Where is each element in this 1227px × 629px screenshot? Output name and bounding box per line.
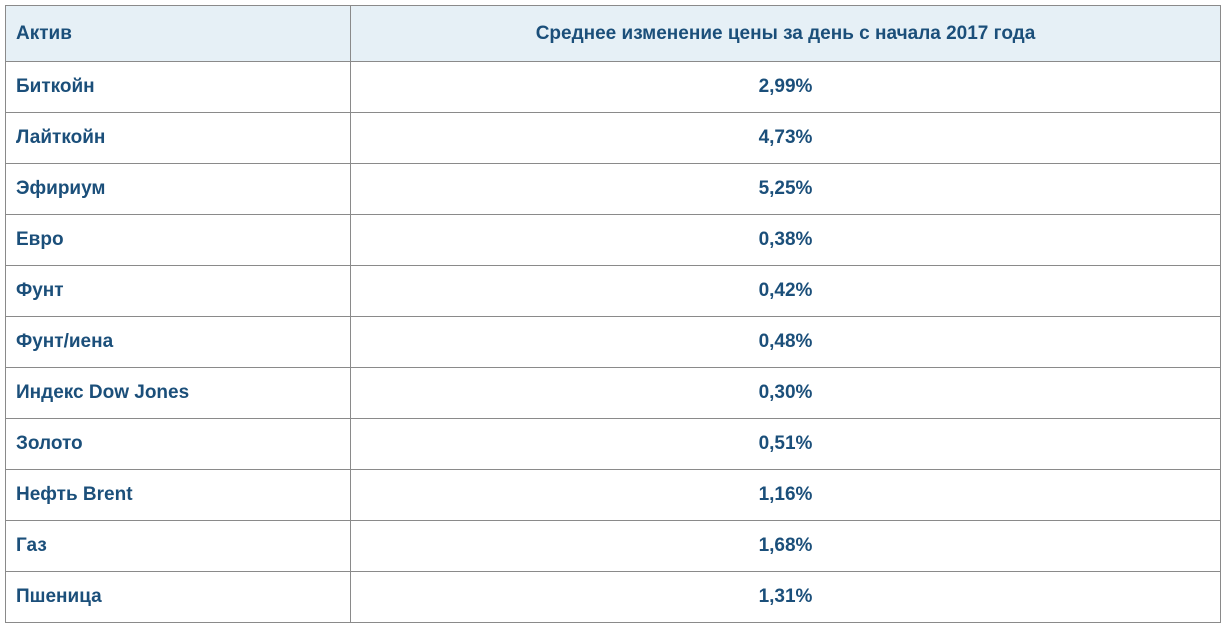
table-row: Биткойн 2,99% xyxy=(5,61,1221,113)
table-row: Нефть Brent 1,16% xyxy=(5,469,1221,521)
value-cell: 1,68% xyxy=(350,520,1221,572)
table-row: Фунт 0,42% xyxy=(5,265,1221,317)
asset-cell: Фунт/иена xyxy=(5,316,351,368)
data-table: Актив Среднее изменение цены за день с на… xyxy=(5,5,1221,623)
value-cell: 0,30% xyxy=(350,367,1221,419)
value-cell: 5,25% xyxy=(350,163,1221,215)
table-row: Евро 0,38% xyxy=(5,214,1221,266)
value-cell: 1,16% xyxy=(350,469,1221,521)
asset-cell: Фунт xyxy=(5,265,351,317)
table-row: Лайткойн 4,73% xyxy=(5,112,1221,164)
asset-cell: Индекс Dow Jones xyxy=(5,367,351,419)
asset-cell: Эфириум xyxy=(5,163,351,215)
asset-cell: Нефть Brent xyxy=(5,469,351,521)
value-cell: 1,31% xyxy=(350,571,1221,623)
asset-cell: Пшеница xyxy=(5,571,351,623)
asset-cell: Евро xyxy=(5,214,351,266)
header-cell: Среднее изменение цены за день с начала … xyxy=(350,5,1221,62)
asset-cell: Газ xyxy=(5,520,351,572)
asset-cell: Биткойн xyxy=(5,61,351,113)
value-cell: 0,42% xyxy=(350,265,1221,317)
value-cell: 0,38% xyxy=(350,214,1221,266)
table-row: Золото 0,51% xyxy=(5,418,1221,470)
table-row: Эфириум 5,25% xyxy=(5,163,1221,215)
table-row: Пшеница 1,31% xyxy=(5,571,1221,623)
header-row: Актив Среднее изменение цены за день с на… xyxy=(5,5,1221,62)
table-row: Индекс Dow Jones 0,30% xyxy=(5,367,1221,419)
value-cell: 0,48% xyxy=(350,316,1221,368)
asset-cell: Лайткойн xyxy=(5,112,351,164)
table-row: Фунт/иена 0,48% xyxy=(5,316,1221,368)
table-head: Актив Среднее изменение цены за день с на… xyxy=(5,5,1221,62)
value-cell: 2,99% xyxy=(350,61,1221,113)
table-body: Биткойн 2,99% Лайткойн 4,73% Эфириум 5,25% Евр… xyxy=(5,61,1221,623)
value-cell: 0,51% xyxy=(350,418,1221,470)
asset-cell: Золото xyxy=(5,418,351,470)
value-cell: 4,73% xyxy=(350,112,1221,164)
table-row: Газ 1,68% xyxy=(5,520,1221,572)
header-cell: Актив xyxy=(5,5,351,62)
